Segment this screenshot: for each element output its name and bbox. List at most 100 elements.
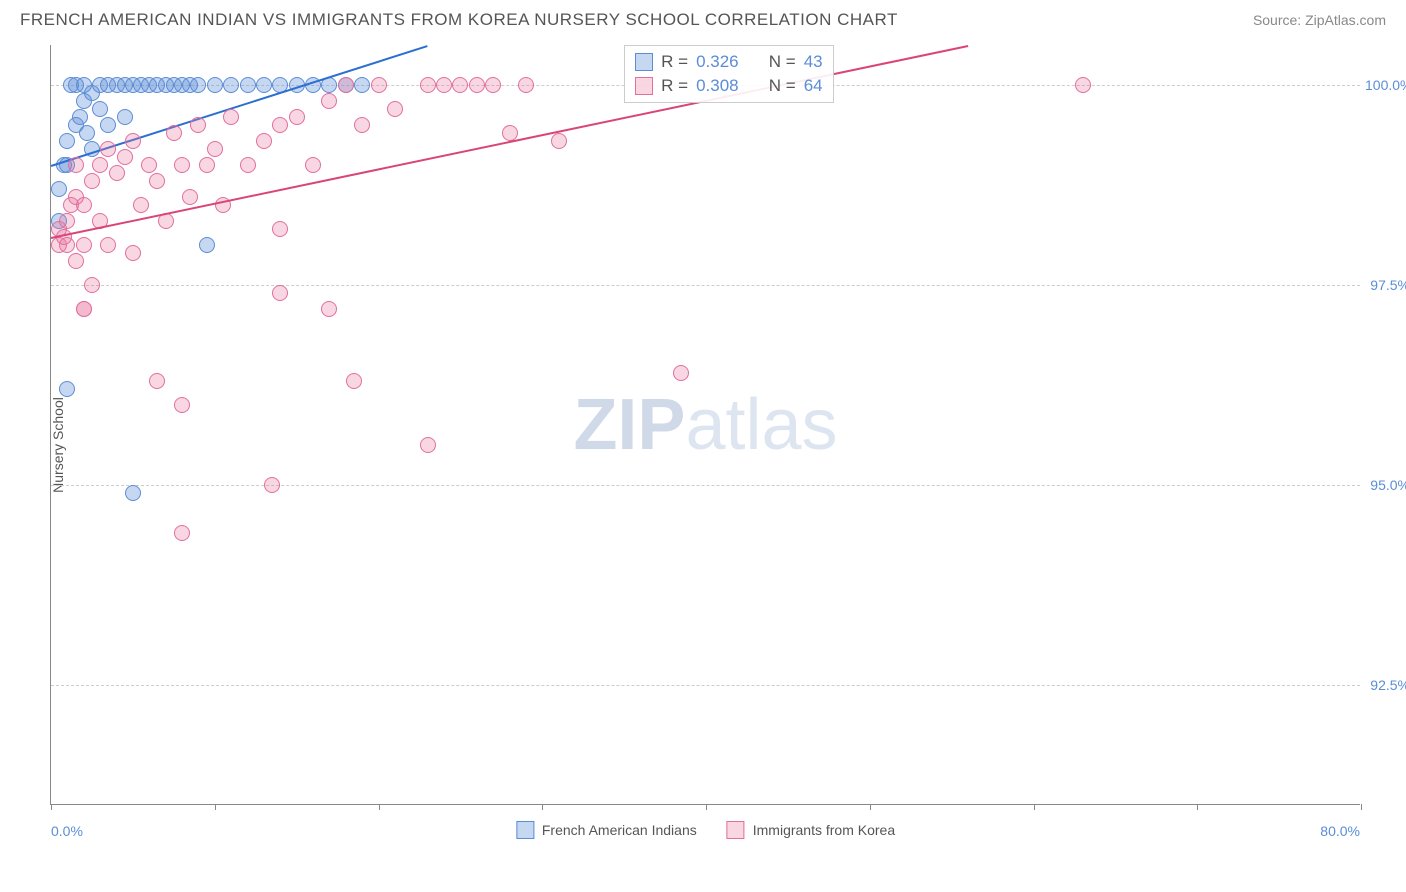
legend-label: French American Indians (542, 822, 697, 838)
source-link[interactable]: ZipAtlas.com (1305, 12, 1386, 28)
scatter-point (272, 221, 288, 237)
scatter-point (149, 373, 165, 389)
scatter-point (59, 213, 75, 229)
scatter-point (354, 77, 370, 93)
header: FRENCH AMERICAN INDIAN VS IMMIGRANTS FRO… (0, 0, 1406, 35)
legend-swatch (635, 77, 653, 95)
x-tick (706, 804, 707, 810)
scatter-point (79, 125, 95, 141)
legend-swatch (635, 53, 653, 71)
stats-legend-row: R = 0.326 N = 43 (635, 50, 823, 74)
scatter-point (109, 165, 125, 181)
x-tick (1197, 804, 1198, 810)
scatter-point (59, 237, 75, 253)
scatter-point (76, 301, 92, 317)
scatter-point (84, 173, 100, 189)
scatter-point (125, 133, 141, 149)
scatter-point (174, 397, 190, 413)
scatter-point (207, 141, 223, 157)
chart-title: FRENCH AMERICAN INDIAN VS IMMIGRANTS FRO… (20, 10, 898, 30)
scatter-point (673, 365, 689, 381)
scatter-point (100, 141, 116, 157)
scatter-point (68, 253, 84, 269)
scatter-point (100, 237, 116, 253)
scatter-point (141, 157, 157, 173)
n-value: 64 (804, 74, 823, 98)
scatter-point (1075, 77, 1091, 93)
y-tick-label: 92.5% (1365, 677, 1406, 693)
scatter-point (452, 77, 468, 93)
grid-line (51, 485, 1360, 486)
scatter-point (76, 197, 92, 213)
grid-line (51, 285, 1360, 286)
watermark-bold: ZIP (573, 385, 685, 465)
scatter-point (59, 381, 75, 397)
x-tick (1034, 804, 1035, 810)
scatter-point (117, 109, 133, 125)
legend-label: Immigrants from Korea (753, 822, 895, 838)
scatter-point (420, 77, 436, 93)
scatter-point (92, 101, 108, 117)
scatter-point (420, 437, 436, 453)
scatter-point (59, 133, 75, 149)
x-tick (51, 804, 52, 810)
scatter-point (100, 117, 116, 133)
source-label: Source: ZipAtlas.com (1253, 12, 1386, 28)
stats-legend: R = 0.326 N = 43R = 0.308 N = 64 (624, 45, 834, 103)
watermark: ZIPatlas (573, 384, 837, 466)
x-tick (542, 804, 543, 810)
scatter-point (76, 237, 92, 253)
scatter-point (84, 277, 100, 293)
scatter-point (207, 77, 223, 93)
scatter-point (223, 109, 239, 125)
scatter-point (485, 77, 501, 93)
scatter-point (182, 189, 198, 205)
r-value: 0.308 (696, 74, 739, 98)
scatter-point (199, 157, 215, 173)
r-value: 0.326 (696, 50, 739, 74)
scatter-point (174, 525, 190, 541)
x-tick (379, 804, 380, 810)
plot-area: ZIPatlas 92.5%95.0%97.5%100.0%0.0%80.0%R… (50, 45, 1360, 805)
legend-item: French American Indians (516, 821, 697, 839)
watermark-light: atlas (685, 385, 837, 465)
scatter-point (199, 237, 215, 253)
r-label: R = (661, 50, 688, 74)
scatter-point (436, 77, 452, 93)
scatter-point (51, 181, 67, 197)
scatter-point (256, 77, 272, 93)
scatter-point (166, 125, 182, 141)
scatter-point (125, 485, 141, 501)
legend-item: Immigrants from Korea (727, 821, 895, 839)
x-tick (1361, 804, 1362, 810)
scatter-point (469, 77, 485, 93)
scatter-point (289, 109, 305, 125)
x-tick (870, 804, 871, 810)
scatter-point (190, 77, 206, 93)
legend-swatch (727, 821, 745, 839)
scatter-point (346, 373, 362, 389)
x-min-label: 0.0% (51, 823, 83, 839)
legend-swatch (516, 821, 534, 839)
n-label: N = (769, 74, 796, 98)
source-prefix: Source: (1253, 12, 1305, 28)
scatter-point (354, 117, 370, 133)
scatter-point (272, 285, 288, 301)
r-label: R = (661, 74, 688, 98)
scatter-point (174, 157, 190, 173)
x-tick (215, 804, 216, 810)
scatter-point (117, 149, 133, 165)
scatter-point (240, 157, 256, 173)
scatter-point (321, 301, 337, 317)
scatter-point (272, 117, 288, 133)
y-tick-label: 97.5% (1365, 277, 1406, 293)
scatter-point (223, 77, 239, 93)
grid-line (51, 685, 1360, 686)
series-legend: French American Indians Immigrants from K… (516, 821, 895, 839)
scatter-point (92, 157, 108, 173)
scatter-point (133, 197, 149, 213)
scatter-point (264, 477, 280, 493)
y-tick-label: 95.0% (1365, 477, 1406, 493)
y-tick-label: 100.0% (1365, 77, 1406, 93)
scatter-point (551, 133, 567, 149)
